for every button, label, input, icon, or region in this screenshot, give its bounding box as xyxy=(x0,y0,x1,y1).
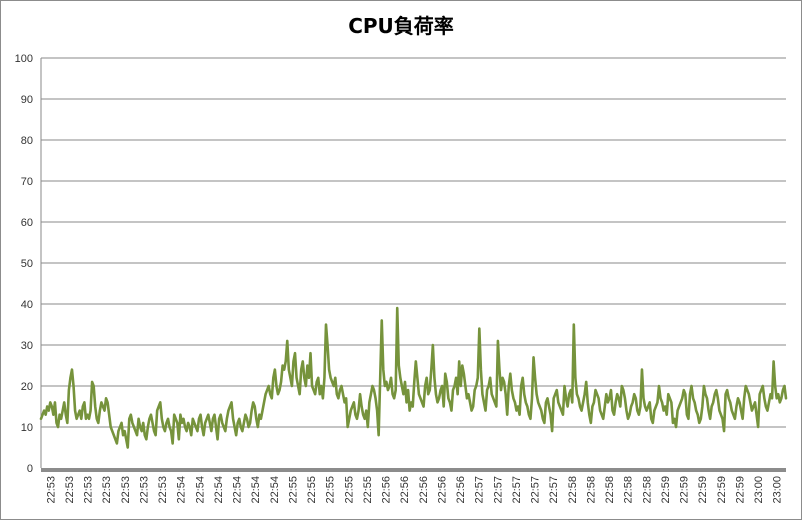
x-tick-label: 22:55 xyxy=(343,476,355,504)
x-tick-label: 22:54 xyxy=(176,476,188,504)
y-axis: 0 10 20 30 40 50 60 70 80 90 100 xyxy=(15,53,42,475)
y-tick-label: 60 xyxy=(21,217,33,229)
x-tick-label: 22:53 xyxy=(101,476,113,504)
x-tick-label: 22:53 xyxy=(64,476,76,504)
x-tick-label: 22:59 xyxy=(697,476,709,504)
y-tick-label: 90 xyxy=(21,94,33,106)
x-tick-label: 23:00 xyxy=(753,476,765,504)
x-tick-label: 22:55 xyxy=(325,476,337,504)
x-tick-label: 22:53 xyxy=(138,476,150,504)
x-tick-label: 22:59 xyxy=(679,476,691,504)
x-tick-label: 22:58 xyxy=(641,476,653,504)
x-tick-label: 22:53 xyxy=(120,476,132,504)
x-tick-label: 22:53 xyxy=(157,476,169,504)
x-tick-label: 22:54 xyxy=(269,476,281,504)
x-tick-label: 22:59 xyxy=(734,476,746,504)
x-tick-label: 22:58 xyxy=(623,476,635,504)
x-tick-label: 22:54 xyxy=(250,476,262,504)
x-tick-label: 22:58 xyxy=(567,476,579,504)
x-tick-label: 22:55 xyxy=(287,476,299,504)
x-tick-label: 22:57 xyxy=(474,476,486,504)
x-tick-label: 22:57 xyxy=(511,476,523,504)
y-tick-label: 50 xyxy=(21,258,33,270)
x-tick-label: 22:53 xyxy=(45,476,57,504)
y-tick-label: 30 xyxy=(21,340,33,352)
x-tick-label: 22:54 xyxy=(194,476,206,504)
x-axis-band xyxy=(41,468,786,472)
x-tick-label: 23:00 xyxy=(772,476,784,504)
series-line xyxy=(39,306,788,449)
x-tick-label: 22:57 xyxy=(530,476,542,504)
y-tick-label: 80 xyxy=(21,135,33,147)
x-tick-label: 22:59 xyxy=(716,476,728,504)
x-tick-label: 22:59 xyxy=(660,476,672,504)
x-axis: 22:53 22:53 22:53 22:53 22:53 22:53 22:53 22:54… xyxy=(41,468,786,504)
x-tick-label: 22:57 xyxy=(548,476,560,504)
x-tick-label: 22:56 xyxy=(436,476,448,504)
y-tick-label: 10 xyxy=(21,422,33,434)
x-tick-label: 22:55 xyxy=(306,476,318,504)
y-tick-label: 20 xyxy=(21,381,33,393)
x-tick-label: 22:56 xyxy=(418,476,430,504)
x-tick-label: 22:58 xyxy=(604,476,616,504)
y-tick-label: 0 xyxy=(27,463,33,475)
gridlines xyxy=(41,57,786,428)
chart-title: CPU負荷率 xyxy=(348,14,454,38)
y-tick-label: 40 xyxy=(21,299,33,311)
x-tick-label: 22:58 xyxy=(585,476,597,504)
x-tick-label: 22:53 xyxy=(83,476,95,504)
x-tick-label: 22:56 xyxy=(381,476,393,504)
y-tick-label: 70 xyxy=(21,176,33,188)
plot-area xyxy=(39,306,788,449)
x-tick-label: 22:54 xyxy=(232,476,244,504)
x-tick-label: 22:57 xyxy=(492,476,504,504)
x-tick-label: 22:55 xyxy=(362,476,374,504)
x-tick-label: 22:54 xyxy=(213,476,225,504)
x-tick-label: 22:56 xyxy=(399,476,411,504)
x-tick-label: 22:56 xyxy=(455,476,467,504)
y-tick-label: 100 xyxy=(15,53,33,65)
